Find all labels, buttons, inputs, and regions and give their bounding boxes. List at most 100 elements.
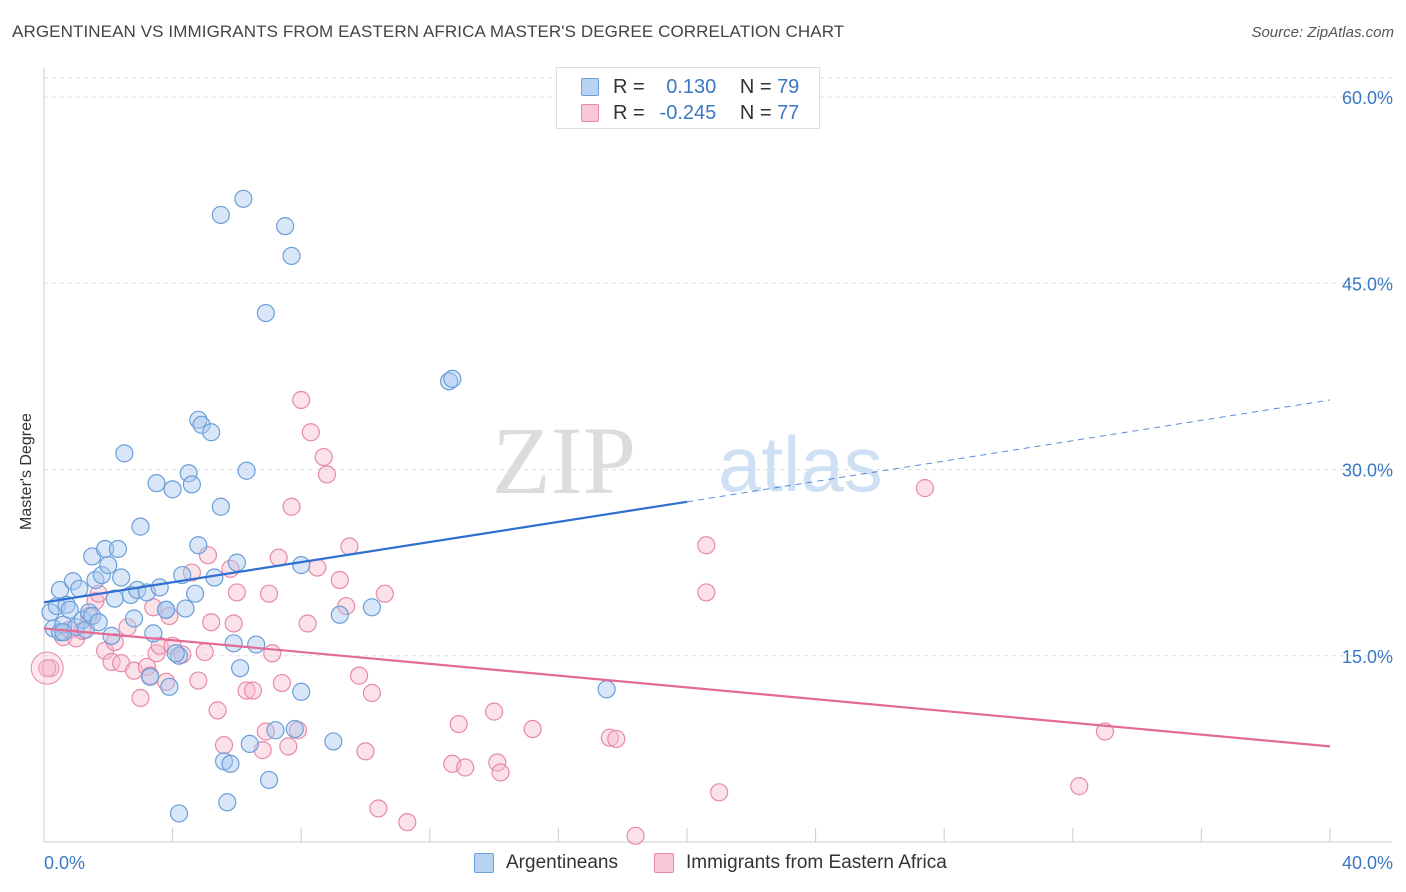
argentineans-point-53: [221, 754, 240, 773]
legend-swatch-blue: [474, 853, 494, 873]
eastern-africa-point-51: [330, 570, 349, 590]
gridlines: [44, 77, 1392, 657]
legend-r-label: R =: [613, 102, 645, 124]
y-tick-label: 60.0%: [1342, 88, 1393, 108]
eastern-africa-point-27: [198, 546, 218, 565]
argentineans-point-20: [99, 556, 118, 575]
y-tick-label: 45.0%: [1342, 274, 1393, 294]
y-tick-label: 15.0%: [1342, 647, 1393, 667]
argentineans-point-24: [112, 568, 131, 587]
argentineans-point-73: [443, 369, 462, 388]
argentineans-point-77: [157, 600, 176, 619]
chart-title: ARGENTINEAN VS IMMIGRANTS FROM EASTERN A…: [12, 22, 845, 41]
argentineans-point-41: [179, 464, 198, 483]
argentineans-point-65: [282, 246, 301, 266]
eastern-africa-point-38: [259, 584, 279, 603]
eastern-africa-point-76: [38, 659, 57, 678]
argentineans-point-59: [240, 734, 259, 754]
legend-r-label: R =: [613, 76, 645, 98]
pink-series: [30, 390, 1115, 845]
eastern-africa-point-70: [697, 536, 716, 555]
argentineans-point-17: [89, 613, 108, 632]
x-tick-label-max: 40.0%: [1342, 853, 1393, 873]
argentineans-point-63: [266, 721, 285, 740]
trend-lines: [43, 399, 1331, 748]
argentineans-point-46: [192, 415, 211, 434]
argentineans-point-29: [131, 517, 150, 536]
argentineans-point-7: [60, 600, 79, 619]
eastern-africa-point-62: [456, 758, 475, 777]
argentineans-point-60: [247, 635, 266, 654]
argentineans-point-38: [169, 646, 189, 665]
eastern-africa-point-71: [697, 583, 716, 602]
argentineans-point-58: [237, 461, 256, 480]
argentineans-point-61: [256, 303, 275, 323]
argentineans-point-67: [292, 556, 311, 575]
argentineans-point-18: [92, 565, 111, 585]
eastern-africa-point-58: [375, 584, 394, 603]
argentineans-trend-line: [43, 500, 688, 604]
eastern-africa-point-64: [488, 753, 507, 772]
eastern-africa-point-57: [369, 799, 388, 818]
eastern-africa-point-28: [202, 613, 221, 632]
eastern-africa-point-56: [362, 683, 382, 703]
eastern-africa-point-65: [491, 763, 510, 782]
argentineans-point-47: [202, 423, 221, 442]
eastern-africa-point-73: [915, 479, 935, 498]
argentineans-point-27: [124, 609, 144, 628]
eastern-africa-point-63: [485, 702, 504, 721]
argentineans-point-55: [227, 553, 246, 572]
argentineans-point-72: [439, 372, 459, 391]
legend-swatch-blue: [581, 78, 599, 96]
argentineans-point-36: [160, 677, 179, 696]
eastern-africa-point-46: [298, 614, 317, 633]
argentineans-point-34: [150, 578, 169, 597]
watermark-zip: ZIP: [492, 407, 636, 514]
eastern-africa-point-72: [710, 783, 729, 802]
correlation-legend: R = 0.130 N = 79 R = -0.245 N = 77: [556, 67, 820, 129]
eastern-africa-point-45: [292, 390, 311, 410]
eastern-africa-point-41: [272, 673, 292, 693]
argentineans-point-33: [147, 474, 166, 493]
legend-r-value: 0.130: [666, 76, 717, 98]
argentineans-point-54: [224, 634, 243, 653]
eastern-africa-point-54: [349, 666, 369, 685]
argentineans-point-25: [115, 444, 134, 463]
eastern-africa-point-43: [282, 497, 301, 516]
argentineans-point-56: [231, 659, 250, 678]
eastern-africa-point-14: [131, 688, 150, 708]
legend-n-label: N =: [739, 76, 772, 98]
legend-n-label: N =: [739, 102, 772, 124]
argentineans-point-52: [218, 793, 237, 812]
legend-label: Immigrants from Eastern Africa: [686, 852, 947, 873]
legend-n-value: 77: [777, 102, 800, 124]
y-tick-label: 30.0%: [1342, 461, 1393, 481]
argentineans-point-37: [163, 480, 182, 499]
argentineans-point-50: [211, 497, 230, 516]
eastern-africa-point-47: [301, 423, 320, 442]
argentineans-point-8: [63, 572, 83, 591]
eastern-africa-point-34: [237, 681, 256, 700]
eastern-africa-point-32: [224, 614, 243, 633]
eastern-africa-trend-line: [43, 627, 1331, 748]
eastern-africa-point-26: [195, 642, 214, 662]
eastern-africa-point-37: [256, 722, 275, 741]
eastern-africa-point-9: [102, 652, 121, 672]
argentineans-point-31: [140, 667, 160, 686]
eastern-africa-point-53: [340, 537, 359, 556]
argentineans-point-75: [169, 804, 189, 823]
argentineans-point-57: [234, 189, 253, 208]
eastern-africa-point-67: [600, 728, 619, 747]
eastern-africa-point-61: [449, 714, 468, 734]
argentineans-point-23: [108, 539, 128, 559]
argentineans-point-44: [189, 410, 208, 429]
legend-swatch-pink: [581, 104, 599, 122]
eastern-africa-point-49: [314, 447, 333, 467]
legend-r-value: -0.245: [659, 102, 717, 124]
eastern-africa-point-50: [317, 465, 337, 484]
eastern-africa-point-42: [279, 737, 298, 756]
eastern-africa-point-69: [626, 826, 645, 845]
argentineans-point-71: [362, 598, 382, 617]
argentineans-trend-extension: [686, 399, 1331, 503]
